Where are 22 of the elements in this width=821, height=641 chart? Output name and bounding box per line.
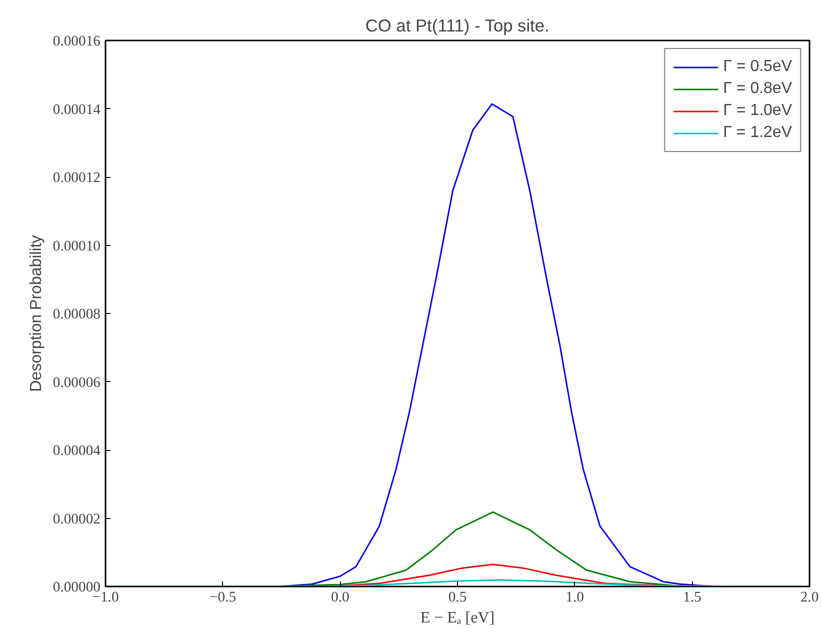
y-tick-label: 0.00002 [52,511,101,528]
x-axis-title: E − Eₐ [eV] [420,610,495,626]
legend-label: Γ = 0.8eV [723,80,792,98]
legend-label: Γ = 1.2eV [723,124,792,142]
x-tick-label: −0.5 [210,590,236,606]
legend-label: Γ = 0.5eV [723,58,792,76]
x-tick-label: 2.0 [800,590,819,606]
y-tick-label: 0.00016 [52,34,101,50]
y-tick-label: 0.00000 [52,580,101,596]
y-axis-title: Desorption Probability [28,235,45,392]
x-tick-label: 1.5 [683,590,702,606]
chart-title: CO at Pt(111) - Top site. [365,16,550,36]
y-tick-label: 0.00012 [52,170,101,186]
y-tick-label: 0.00006 [52,374,101,391]
x-tick-label: 0.0 [331,590,350,606]
y-tick-label: 0.00010 [52,238,101,254]
x-tick-label: 1.0 [566,590,584,606]
legend-label: Γ = 1.0eV [723,102,792,120]
y-tick-label: 0.00014 [52,102,102,118]
y-tick-label: 0.00004 [52,443,102,459]
y-tick-label: 0.00008 [52,306,101,322]
x-tick-label: 0.5 [448,590,467,606]
